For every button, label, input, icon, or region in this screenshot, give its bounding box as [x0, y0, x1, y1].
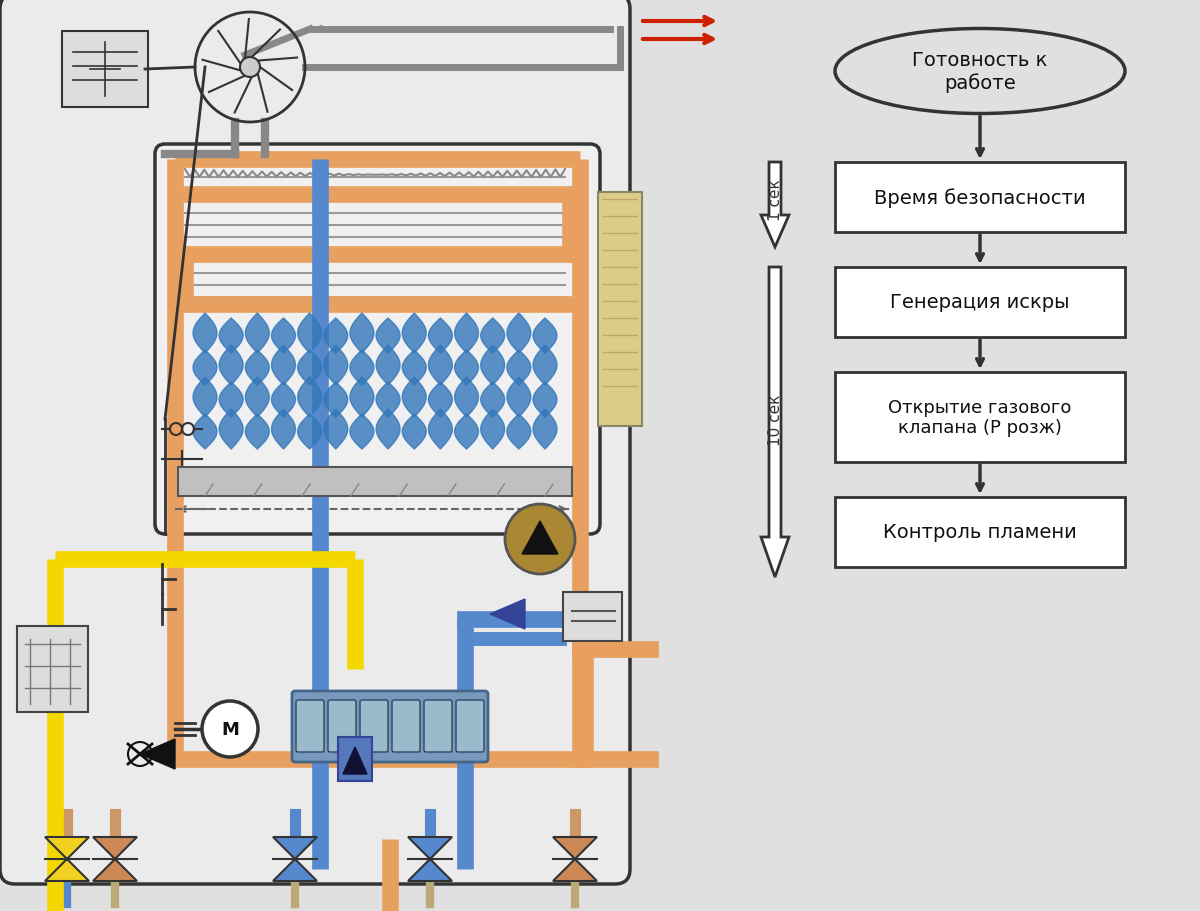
FancyBboxPatch shape — [292, 691, 488, 763]
Polygon shape — [376, 383, 400, 417]
Circle shape — [202, 701, 258, 757]
Polygon shape — [298, 313, 322, 353]
Polygon shape — [455, 415, 479, 449]
Polygon shape — [350, 415, 374, 449]
Polygon shape — [46, 837, 89, 881]
Polygon shape — [274, 837, 317, 881]
Polygon shape — [428, 410, 452, 449]
Polygon shape — [193, 313, 217, 353]
Polygon shape — [490, 599, 526, 630]
Circle shape — [505, 505, 575, 574]
Polygon shape — [402, 415, 426, 449]
FancyBboxPatch shape — [563, 592, 622, 641]
Bar — [835, 497, 1126, 568]
Polygon shape — [324, 319, 348, 353]
Polygon shape — [193, 415, 217, 449]
Polygon shape — [193, 377, 217, 417]
Polygon shape — [506, 351, 530, 385]
Polygon shape — [324, 383, 348, 417]
Polygon shape — [245, 377, 269, 417]
Text: M: M — [221, 721, 239, 738]
Polygon shape — [761, 268, 790, 578]
Polygon shape — [455, 313, 479, 353]
Polygon shape — [376, 319, 400, 353]
Polygon shape — [271, 383, 295, 417]
Text: Открытие газового
клапана (Р розж): Открытие газового клапана (Р розж) — [888, 398, 1072, 437]
Polygon shape — [220, 319, 244, 353]
FancyBboxPatch shape — [598, 193, 642, 426]
Polygon shape — [220, 345, 244, 385]
Polygon shape — [245, 415, 269, 449]
FancyBboxPatch shape — [338, 737, 372, 781]
Text: Генерация искры: Генерация искры — [890, 293, 1069, 312]
Polygon shape — [506, 313, 530, 353]
FancyBboxPatch shape — [392, 701, 420, 752]
FancyBboxPatch shape — [178, 467, 572, 496]
Polygon shape — [193, 351, 217, 385]
Polygon shape — [350, 351, 374, 385]
Text: Готовность к
работе: Готовность к работе — [912, 51, 1048, 93]
Polygon shape — [522, 521, 558, 555]
Polygon shape — [350, 313, 374, 353]
Polygon shape — [220, 410, 244, 449]
Polygon shape — [428, 345, 452, 385]
FancyBboxPatch shape — [296, 701, 324, 752]
Polygon shape — [402, 377, 426, 417]
Polygon shape — [533, 383, 557, 417]
FancyBboxPatch shape — [360, 701, 388, 752]
Polygon shape — [481, 410, 505, 449]
FancyBboxPatch shape — [424, 701, 452, 752]
Polygon shape — [408, 837, 452, 881]
FancyBboxPatch shape — [328, 701, 356, 752]
Polygon shape — [402, 351, 426, 385]
Polygon shape — [343, 747, 367, 774]
Polygon shape — [428, 383, 452, 417]
Polygon shape — [350, 377, 374, 417]
Polygon shape — [428, 319, 452, 353]
Polygon shape — [553, 837, 598, 881]
FancyBboxPatch shape — [155, 145, 600, 535]
Polygon shape — [533, 345, 557, 385]
FancyBboxPatch shape — [456, 701, 484, 752]
Text: Контроль пламени: Контроль пламени — [883, 523, 1076, 542]
Text: 10 сек: 10 сек — [768, 394, 782, 445]
Polygon shape — [376, 410, 400, 449]
Polygon shape — [298, 377, 322, 417]
Polygon shape — [506, 415, 530, 449]
Polygon shape — [533, 410, 557, 449]
Polygon shape — [298, 415, 322, 449]
Bar — [835, 163, 1126, 232]
Bar — [835, 268, 1126, 338]
FancyBboxPatch shape — [17, 627, 88, 712]
Polygon shape — [271, 345, 295, 385]
Polygon shape — [298, 351, 322, 385]
FancyBboxPatch shape — [62, 32, 148, 107]
Polygon shape — [481, 319, 505, 353]
Polygon shape — [481, 383, 505, 417]
Polygon shape — [455, 377, 479, 417]
Polygon shape — [245, 351, 269, 385]
FancyBboxPatch shape — [0, 0, 630, 884]
Polygon shape — [245, 313, 269, 353]
Polygon shape — [481, 345, 505, 385]
Polygon shape — [455, 351, 479, 385]
Polygon shape — [506, 377, 530, 417]
Text: Время безопасности: Время безопасности — [874, 188, 1086, 208]
Polygon shape — [94, 837, 137, 881]
Circle shape — [240, 58, 260, 78]
Polygon shape — [220, 383, 244, 417]
Polygon shape — [533, 319, 557, 353]
Polygon shape — [402, 313, 426, 353]
Text: 1 сек: 1 сек — [768, 179, 782, 220]
Polygon shape — [324, 410, 348, 449]
Bar — [835, 373, 1126, 463]
Polygon shape — [376, 345, 400, 385]
Polygon shape — [271, 319, 295, 353]
Polygon shape — [271, 410, 295, 449]
Polygon shape — [324, 345, 348, 385]
Polygon shape — [140, 739, 175, 769]
Polygon shape — [761, 163, 790, 248]
